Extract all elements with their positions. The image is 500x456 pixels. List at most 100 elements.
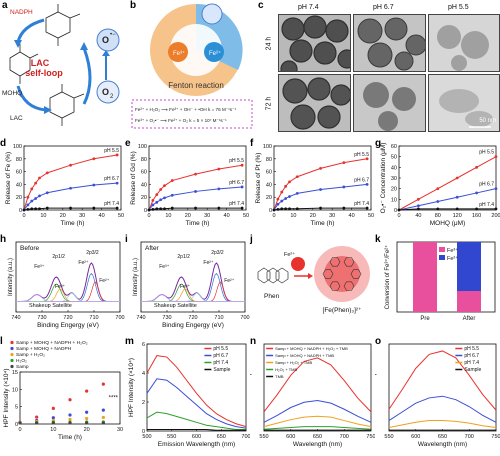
fit-component [141, 281, 245, 302]
x-tick-label: 740 [136, 315, 145, 321]
ring [329, 281, 341, 291]
series-label: pH 7.4 [479, 202, 494, 208]
panel-label: j [250, 234, 253, 245]
x-tick-label: 650 [313, 434, 322, 440]
data-point [194, 206, 197, 210]
panel-label: n [250, 336, 257, 347]
data-point [455, 195, 459, 199]
data-point [26, 203, 30, 207]
series-label: pH 7.4 [229, 201, 244, 207]
data-point [494, 207, 498, 211]
lac-self-loop-scheme: NADPH LAC self-loop MOHQ LAC O O 2 •− [2, 4, 120, 126]
y-tick-label: 100 [263, 144, 272, 150]
y-tick-label: 60 [266, 170, 272, 176]
panel-h: h 740 730 720 710 700 Binding Engergy (eV) Inte… [0, 234, 125, 332]
data-point [417, 207, 420, 211]
x-tick-label: 650 [438, 434, 447, 440]
fit-component [16, 283, 120, 302]
legend-label: Samp + MOHQ + NADPH [16, 346, 72, 352]
x-tick-label: 20 [310, 213, 316, 219]
y-axis-label: Release of Gd (%) [130, 151, 137, 204]
series-line [263, 415, 372, 428]
bar [457, 242, 481, 291]
scale-bar-label: 50 nm [479, 118, 496, 124]
chart-j: Phen Fe²⁺ [Fe(Phen)₃]²⁺ [257, 246, 370, 314]
legend-label: Samp + MOHQ + NADPH + TMB [275, 353, 334, 358]
plot-frame [146, 343, 247, 432]
series-line [388, 420, 497, 429]
legend-label: H₂O₂ + TMB [275, 367, 297, 372]
x-tick-label: 720 [63, 315, 72, 321]
y-tick-label: 0 [142, 429, 145, 435]
tem-image-ph55-24h [428, 14, 500, 72]
ring [343, 281, 355, 291]
arrowhead-icon [44, 106, 52, 114]
series-label: pH 7.4 [354, 201, 369, 207]
shakeup-satellite-label: Shakeup Satellite [154, 303, 197, 309]
data-point [240, 185, 244, 189]
fenton-equation-1: Fe²⁺ + H₂O₂ ⟶ Fe³⁺ + OH⁻ + •OH k = 76 M⁻… [135, 107, 236, 112]
row-label-24h: 24 h [265, 36, 273, 51]
y-tick-label: 20 [141, 195, 147, 201]
chart-d: 0 10 20 30 40 50 0 20 40 60 80 100 Time (h) Release o… [5, 144, 124, 227]
panel-label: b [130, 0, 137, 11]
fe2-label: Fe²⁺ [209, 50, 221, 57]
y-tick-label: 50 [391, 155, 397, 161]
x-tick-label: 40 [224, 213, 230, 219]
series-line [147, 429, 246, 431]
data-point [163, 184, 166, 188]
quinone-structure [45, 4, 81, 46]
data-point [35, 415, 39, 419]
peak-label-2p12: 2p1/2 [52, 254, 65, 260]
data-point [92, 206, 96, 210]
data-point [35, 421, 39, 425]
legend-label: Fe²⁺ [447, 255, 458, 262]
fe3-label: Fe³⁺ [173, 50, 185, 57]
y-tick-label: 100 [13, 144, 22, 150]
chart-f: 0 10 20 30 40 50 0 20 40 60 80 100 Time (h) Release o… [255, 144, 374, 227]
data-point [101, 421, 105, 425]
data-point [45, 171, 49, 175]
x-tick-label: 730 [37, 315, 46, 321]
data-point [22, 208, 26, 212]
equation-box [131, 99, 253, 129]
data-point [194, 172, 197, 176]
chart-e: 0 10 20 30 40 50 0 20 40 60 80 100 Time (h) Release o… [130, 144, 249, 227]
y-axis-label: oxTMB Absorption [375, 361, 377, 414]
x-axis-label: Time (h) [186, 220, 210, 227]
legend-label: Samp [16, 364, 29, 370]
y-axis-label: HPF Intensity (×10⁴) [3, 369, 10, 428]
y-tick-label: 2 [142, 400, 145, 406]
x-tick-label: 80 [435, 213, 441, 219]
y-tick-label: 60 [16, 170, 22, 176]
data-point [170, 193, 174, 197]
data-point [272, 208, 276, 212]
data-point [288, 207, 291, 211]
chart-h: 740 730 720 710 700 Binding Engergy (eV) Inten… [8, 241, 125, 329]
fit-component [16, 281, 120, 302]
legend-label: Samp + MOHQ + NADPH + H₂O₂ [16, 340, 88, 346]
chart-k: Conversion of Fe³⁺/Fe²⁺ Pre After Fe³⁺Fe²⁺ [384, 241, 496, 322]
lac-text: LAC [31, 58, 50, 68]
y-tick-label: 6 [142, 342, 145, 348]
series-line [146, 411, 246, 431]
legend-label: pH 5.5 [213, 346, 228, 352]
data-point [284, 197, 288, 200]
data-point [455, 176, 459, 180]
series-line [23, 154, 118, 211]
data-point [34, 197, 38, 200]
legend-label: Samp + H₂O₂ [16, 352, 45, 358]
y-tick-label: 20 [16, 195, 22, 201]
fenton-cycle-scheme: Fe³⁺ Fe²⁺ Fenton reaction Fe²⁺ + H₂O₂ ⟶ … [131, 3, 253, 129]
panel-label: h [0, 234, 7, 245]
legend-label: pH 6.7 [464, 353, 479, 359]
x-tick-label: 30 [79, 213, 85, 219]
x-tick-label: 30 [329, 213, 335, 219]
x-tick-label: 20 [185, 213, 191, 219]
lac-arrow [16, 85, 47, 112]
series-label: pH 5.5 [354, 152, 369, 158]
data-point [151, 207, 155, 211]
x-tick-label: 40 [99, 213, 105, 219]
data-point [276, 197, 280, 201]
peak-label-2p12: 2p1/2 [177, 254, 190, 260]
